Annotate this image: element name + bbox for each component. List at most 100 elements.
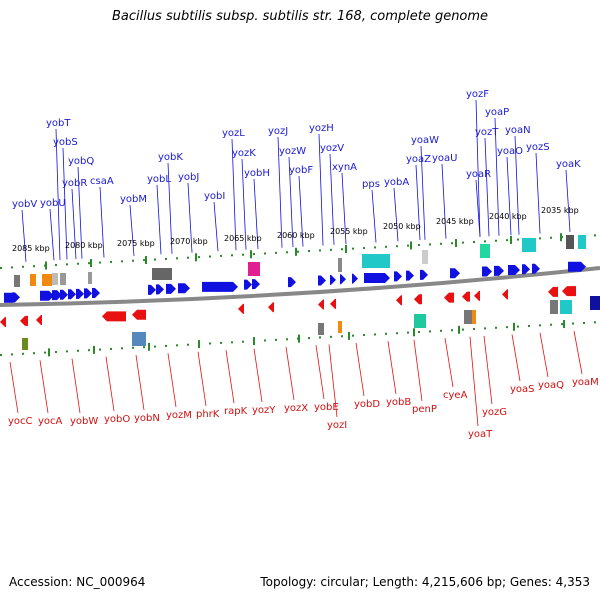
bottom-leader-line <box>285 346 295 401</box>
bottom-gene-label: yobE <box>314 402 339 413</box>
tick-dot <box>0 267 2 269</box>
forward-gene-arrow <box>202 281 238 292</box>
tick-dot <box>44 351 46 354</box>
tick-dot <box>286 338 288 341</box>
major-tick <box>458 325 460 334</box>
tick-dot <box>319 249 321 252</box>
top-gene-label: yozJ <box>268 126 288 137</box>
top-gene-label: yobU <box>40 198 66 209</box>
tick-dot <box>506 326 508 329</box>
bottom-gene-label: yoaS <box>510 384 535 395</box>
tick-dot <box>264 252 266 255</box>
tick-dot <box>308 250 310 253</box>
tick-dot <box>363 247 365 250</box>
top-leader-line <box>99 186 105 258</box>
top-leader-line <box>506 156 512 236</box>
top-gene-label: yobK <box>158 152 183 163</box>
top-leader-line <box>441 163 447 239</box>
tick-dot <box>429 330 431 333</box>
forward-gene-arrow <box>364 272 390 283</box>
forward-gene-arrow <box>340 274 346 285</box>
top-leader-line <box>329 153 335 245</box>
tick-dot <box>165 257 167 260</box>
forward-gene-arrow <box>52 290 62 301</box>
accession-label: Accession: NC_000964 <box>9 575 146 589</box>
major-tick <box>455 238 457 247</box>
misc-feature <box>472 310 476 324</box>
misc-feature <box>22 338 28 350</box>
top-gene-label: yoaO <box>497 146 523 157</box>
forward-gene-arrow <box>406 270 414 281</box>
top-gene-label: xynA <box>332 162 357 173</box>
reverse-gene-arrow <box>462 291 470 302</box>
scale-label: 2040 kbp <box>489 212 527 221</box>
top-leader-line <box>475 99 481 237</box>
tick-dot <box>363 334 365 337</box>
tick-dot <box>462 328 464 331</box>
top-leader-line <box>55 128 61 260</box>
misc-feature <box>560 300 572 314</box>
forward-gene-arrow <box>568 261 586 272</box>
forward-gene-arrow <box>60 289 68 300</box>
top-leader-line <box>156 184 162 255</box>
tick-dot <box>539 237 541 240</box>
top-leader-line <box>21 209 27 262</box>
bottom-leader-line <box>197 351 207 407</box>
top-gene-label: yoaZ <box>406 154 431 165</box>
forward-gene-arrow <box>68 289 76 300</box>
tick-dot <box>352 247 354 250</box>
top-leader-line <box>514 135 520 235</box>
tick-dot <box>297 250 299 253</box>
forward-gene-arrow <box>40 290 54 301</box>
tick-dot <box>440 329 442 332</box>
tick-dot <box>66 263 68 266</box>
tick-dot <box>286 251 288 254</box>
map-title: Bacillus subtilis subsp. subtilis str. 1… <box>111 9 489 24</box>
major-tick <box>413 328 415 337</box>
tick-dot <box>187 343 189 346</box>
misc-feature <box>550 300 558 314</box>
bottom-leader-line <box>105 356 115 412</box>
top-leader-line <box>288 156 294 248</box>
top-leader-line <box>535 152 541 234</box>
major-tick <box>45 261 47 270</box>
tick-dot <box>374 246 376 249</box>
bottom-gene-label: rapK <box>224 406 248 417</box>
bottom-leader-line <box>355 342 365 397</box>
top-gene-label: yoaP <box>485 107 509 118</box>
misc-feature <box>422 250 428 264</box>
reverse-gene-arrow <box>396 295 402 306</box>
top-gene-label: yozL <box>222 128 245 139</box>
major-tick <box>145 256 147 265</box>
tick-dot <box>11 353 13 356</box>
top-gene-label: yobQ <box>68 156 94 167</box>
tick-dot <box>583 321 585 324</box>
tick-dot <box>330 335 332 338</box>
tick-dot <box>451 329 453 332</box>
tick-dot <box>341 248 343 251</box>
tick-dot <box>154 258 156 261</box>
bottom-leader-line <box>9 361 19 414</box>
misc-feature <box>464 310 472 324</box>
top-gene-label: yobA <box>384 177 409 188</box>
top-leader-line <box>277 136 283 248</box>
reverse-gene-arrow <box>548 286 558 297</box>
tick-dot <box>572 322 574 325</box>
tick-dot <box>385 245 387 248</box>
major-tick <box>93 345 95 354</box>
tick-dot <box>220 341 222 344</box>
top-leader-line <box>187 182 193 253</box>
tick-dot <box>88 262 90 265</box>
tick-dot <box>231 341 233 344</box>
bottom-leader-line <box>387 341 397 395</box>
top-gene-label: yozK <box>232 148 256 159</box>
misc-feature <box>132 332 146 346</box>
top-leader-line <box>415 164 421 241</box>
tick-dot <box>264 339 266 342</box>
tick-dot <box>594 321 596 324</box>
forward-gene-arrow <box>156 284 164 295</box>
top-leader-line <box>71 188 77 260</box>
major-tick <box>198 340 200 349</box>
tick-dot <box>121 347 123 350</box>
top-gene-label: yobF <box>289 165 313 176</box>
